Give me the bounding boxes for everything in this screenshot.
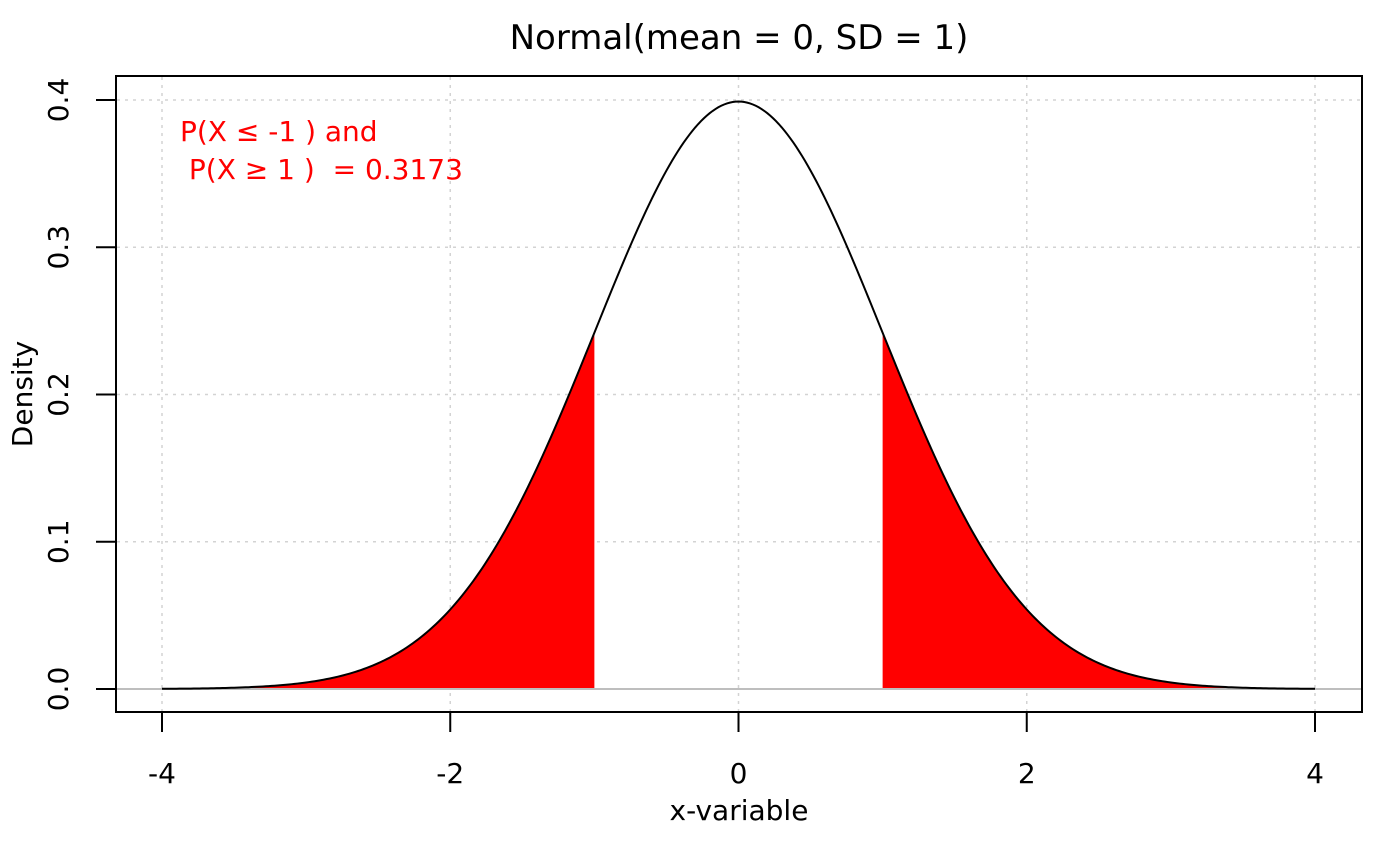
shaded-regions (162, 332, 1315, 689)
x-axis: -4 -2 0 2 4 (148, 711, 1324, 790)
x-tick-label-2: 0 (730, 757, 748, 790)
y-axis: 0.0 0.1 0.2 0.3 0.4 (42, 78, 117, 712)
x-tick-label-0: -4 (148, 757, 176, 790)
y-tick-label-2: 0.2 (42, 372, 75, 417)
y-tick-label-1: 0.1 (42, 519, 75, 564)
x-tick-label-4: 4 (1306, 757, 1324, 790)
density-curve (161, 100, 1316, 690)
shaded-region-1 (882, 332, 1315, 689)
grid (117, 77, 1361, 711)
annotation-line-2: P(X ≥ 1 ) = 0.3173 (180, 153, 463, 186)
x-tick-label-3: 2 (1018, 757, 1036, 790)
y-tick-label-4: 0.4 (42, 78, 75, 123)
y-tick-label-0: 0.0 (42, 667, 75, 712)
x-axis-title: x-variable (670, 794, 809, 827)
x-tick-label-1: -2 (436, 757, 464, 790)
annotation-line-1: P(X ≤ -1 ) and (180, 115, 378, 148)
y-tick-label-3: 0.3 (42, 225, 75, 270)
chart-title: Normal(mean = 0, SD = 1) (510, 18, 969, 58)
y-axis-title: Density (6, 341, 39, 447)
shaded-region-0 (162, 332, 595, 689)
